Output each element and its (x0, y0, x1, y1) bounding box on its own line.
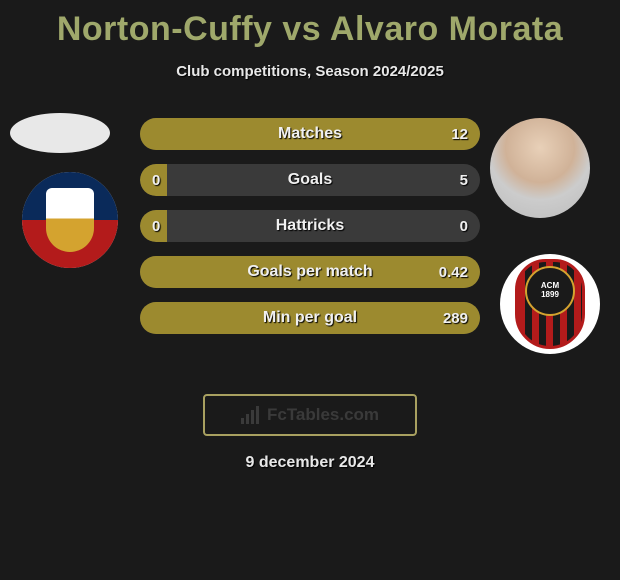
watermark: FcTables.com (203, 394, 417, 436)
comparison-panel: ACM 1899 Matches120Goals50Hattricks0Goal… (0, 108, 620, 368)
watermark-text: FcTables.com (267, 405, 379, 425)
stat-value-right: 289 (443, 302, 468, 334)
stat-row: Matches12 (140, 118, 480, 150)
subtitle: Club competitions, Season 2024/2025 (0, 63, 620, 80)
stat-row: 0Hattricks0 (140, 210, 480, 242)
stat-label: Matches (140, 118, 480, 150)
stat-bars: Matches120Goals50Hattricks0Goals per mat… (140, 118, 480, 334)
stat-row: Min per goal289 (140, 302, 480, 334)
stat-value-right: 0 (460, 210, 468, 242)
stat-label: Min per goal (140, 302, 480, 334)
club-right-year: 1899 (541, 291, 559, 300)
stat-row: 0Goals5 (140, 164, 480, 196)
stat-value-right: 0.42 (439, 256, 468, 288)
stat-value-right: 5 (460, 164, 468, 196)
page-title: Norton-Cuffy vs Alvaro Morata (0, 0, 620, 49)
chart-icon (241, 406, 259, 424)
stat-row: Goals per match0.42 (140, 256, 480, 288)
player-right-club-crest: ACM 1899 (500, 254, 600, 354)
stat-label: Goals per match (140, 256, 480, 288)
stat-value-right: 12 (451, 118, 468, 150)
player-left-club-crest (22, 172, 118, 268)
stat-label: Hattricks (140, 210, 480, 242)
date-text: 9 december 2024 (0, 454, 620, 472)
player-right-avatar (490, 118, 590, 218)
player-left-avatar (10, 113, 110, 153)
stat-label: Goals (140, 164, 480, 196)
